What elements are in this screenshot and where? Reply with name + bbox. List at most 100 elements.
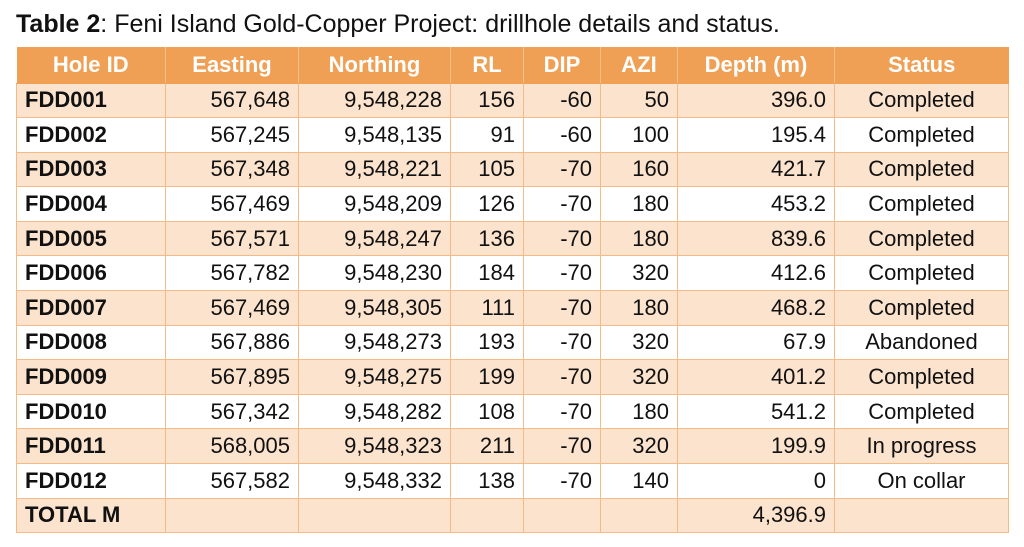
header-easting: Easting xyxy=(165,47,299,84)
hole-id-cell: FDD009 xyxy=(16,359,166,395)
table-row: FDD001 567,648 9,548,228 156 -60 50 396.… xyxy=(16,82,1009,119)
rl-cell: 105 xyxy=(450,151,524,188)
azi-cell: 320 xyxy=(600,428,678,465)
status-cell: Completed xyxy=(834,359,1009,395)
azi-cell: 180 xyxy=(600,393,678,430)
rl-cell: 156 xyxy=(450,82,524,119)
dip-cell: -70 xyxy=(523,186,601,222)
easting-cell: 567,782 xyxy=(165,255,299,292)
status-cell: Completed xyxy=(834,151,1009,188)
northing-cell: 9,548,209 xyxy=(298,186,451,222)
northing-cell: 9,548,228 xyxy=(298,82,451,119)
northing-cell: 9,548,273 xyxy=(298,324,451,361)
easting-cell: 567,348 xyxy=(165,151,299,188)
header-rl: RL xyxy=(450,47,524,84)
hole-id-cell: FDD007 xyxy=(16,290,166,326)
depth-cell: 199.9 xyxy=(677,428,835,465)
hole-id-cell: FDD006 xyxy=(16,255,166,292)
depth-cell: 541.2 xyxy=(677,393,835,430)
caption-text: : Feni Island Gold-Copper Project: drill… xyxy=(100,10,780,38)
rl-cell: 111 xyxy=(450,290,524,326)
empty-cell xyxy=(523,497,601,534)
empty-cell xyxy=(450,497,524,534)
rl-cell: 91 xyxy=(450,117,524,153)
table-caption: Table 2: Feni Island Gold-Copper Project… xyxy=(16,8,780,40)
table-row: FDD003 567,348 9,548,221 105 -70 160 421… xyxy=(16,151,1009,188)
status-cell: Completed xyxy=(834,82,1009,119)
header-northing: Northing xyxy=(298,47,451,84)
empty-cell xyxy=(298,497,451,534)
rl-cell: 138 xyxy=(450,463,524,499)
table-row: FDD002 567,245 9,548,135 91 -60 100 195.… xyxy=(16,117,1009,153)
table-row: FDD007 567,469 9,548,305 111 -70 180 468… xyxy=(16,290,1009,326)
table-row: FDD004 567,469 9,548,209 126 -70 180 453… xyxy=(16,186,1009,222)
easting-cell: 567,245 xyxy=(165,117,299,153)
easting-cell: 567,886 xyxy=(165,324,299,361)
hole-id-cell: FDD012 xyxy=(16,463,166,499)
total-label-cell: TOTAL M xyxy=(16,497,166,534)
status-cell: Completed xyxy=(834,117,1009,153)
northing-cell: 9,548,230 xyxy=(298,255,451,292)
header-status: Status xyxy=(834,47,1009,84)
depth-cell: 67.9 xyxy=(677,324,835,361)
table-row: FDD010 567,342 9,548,282 108 -70 180 541… xyxy=(16,393,1009,430)
depth-cell: 453.2 xyxy=(677,186,835,222)
rl-cell: 108 xyxy=(450,393,524,430)
rl-cell: 193 xyxy=(450,324,524,361)
azi-cell: 50 xyxy=(600,82,678,119)
rl-cell: 126 xyxy=(450,186,524,222)
dip-cell: -70 xyxy=(523,428,601,465)
status-cell: Completed xyxy=(834,393,1009,430)
table-row: FDD008 567,886 9,548,273 193 -70 320 67.… xyxy=(16,324,1009,361)
dip-cell: -70 xyxy=(523,324,601,361)
table-row: FDD009 567,895 9,548,275 199 -70 320 401… xyxy=(16,359,1009,395)
hole-id-cell: FDD010 xyxy=(16,393,166,430)
dip-cell: -70 xyxy=(523,220,601,257)
northing-cell: 9,548,282 xyxy=(298,393,451,430)
status-cell: On collar xyxy=(834,463,1009,499)
rl-cell: 199 xyxy=(450,359,524,395)
depth-cell: 421.7 xyxy=(677,151,835,188)
empty-cell xyxy=(600,497,678,534)
easting-cell: 567,469 xyxy=(165,290,299,326)
dip-cell: -70 xyxy=(523,290,601,326)
dip-cell: -70 xyxy=(523,359,601,395)
depth-cell: 468.2 xyxy=(677,290,835,326)
caption-label: Table 2 xyxy=(16,10,101,38)
status-cell: Completed xyxy=(834,290,1009,326)
header-hole-id: Hole ID xyxy=(16,47,166,84)
header-azi: AZI xyxy=(600,47,678,84)
easting-cell: 567,571 xyxy=(165,220,299,257)
header-row: Hole ID Easting Northing RL DIP AZI Dept… xyxy=(16,47,1009,84)
dip-cell: -70 xyxy=(523,255,601,292)
depth-cell: 195.4 xyxy=(677,117,835,153)
hole-id-cell: FDD005 xyxy=(16,220,166,257)
table-row: FDD012 567,582 9,548,332 138 -70 140 0 O… xyxy=(16,463,1009,499)
rl-cell: 136 xyxy=(450,220,524,257)
azi-cell: 320 xyxy=(600,324,678,361)
azi-cell: 180 xyxy=(600,186,678,222)
header-depth: Depth (m) xyxy=(677,47,835,84)
azi-cell: 320 xyxy=(600,255,678,292)
northing-cell: 9,548,135 xyxy=(298,117,451,153)
easting-cell: 567,582 xyxy=(165,463,299,499)
total-row: TOTAL M 4,396.9 xyxy=(16,497,1009,534)
header-dip: DIP xyxy=(523,47,601,84)
hole-id-cell: FDD002 xyxy=(16,117,166,153)
depth-cell: 412.6 xyxy=(677,255,835,292)
azi-cell: 180 xyxy=(600,220,678,257)
hole-id-cell: FDD011 xyxy=(16,428,166,465)
table-row: FDD006 567,782 9,548,230 184 -70 320 412… xyxy=(16,255,1009,292)
status-cell: In progress xyxy=(834,428,1009,465)
status-cell: Completed xyxy=(834,186,1009,222)
hole-id-cell: FDD001 xyxy=(16,82,166,119)
depth-cell: 401.2 xyxy=(677,359,835,395)
easting-cell: 567,648 xyxy=(165,82,299,119)
northing-cell: 9,548,247 xyxy=(298,220,451,257)
easting-cell: 568,005 xyxy=(165,428,299,465)
dip-cell: -70 xyxy=(523,151,601,188)
azi-cell: 180 xyxy=(600,290,678,326)
total-depth-cell: 4,396.9 xyxy=(677,497,835,534)
hole-id-cell: FDD003 xyxy=(16,151,166,188)
northing-cell: 9,548,323 xyxy=(298,428,451,465)
